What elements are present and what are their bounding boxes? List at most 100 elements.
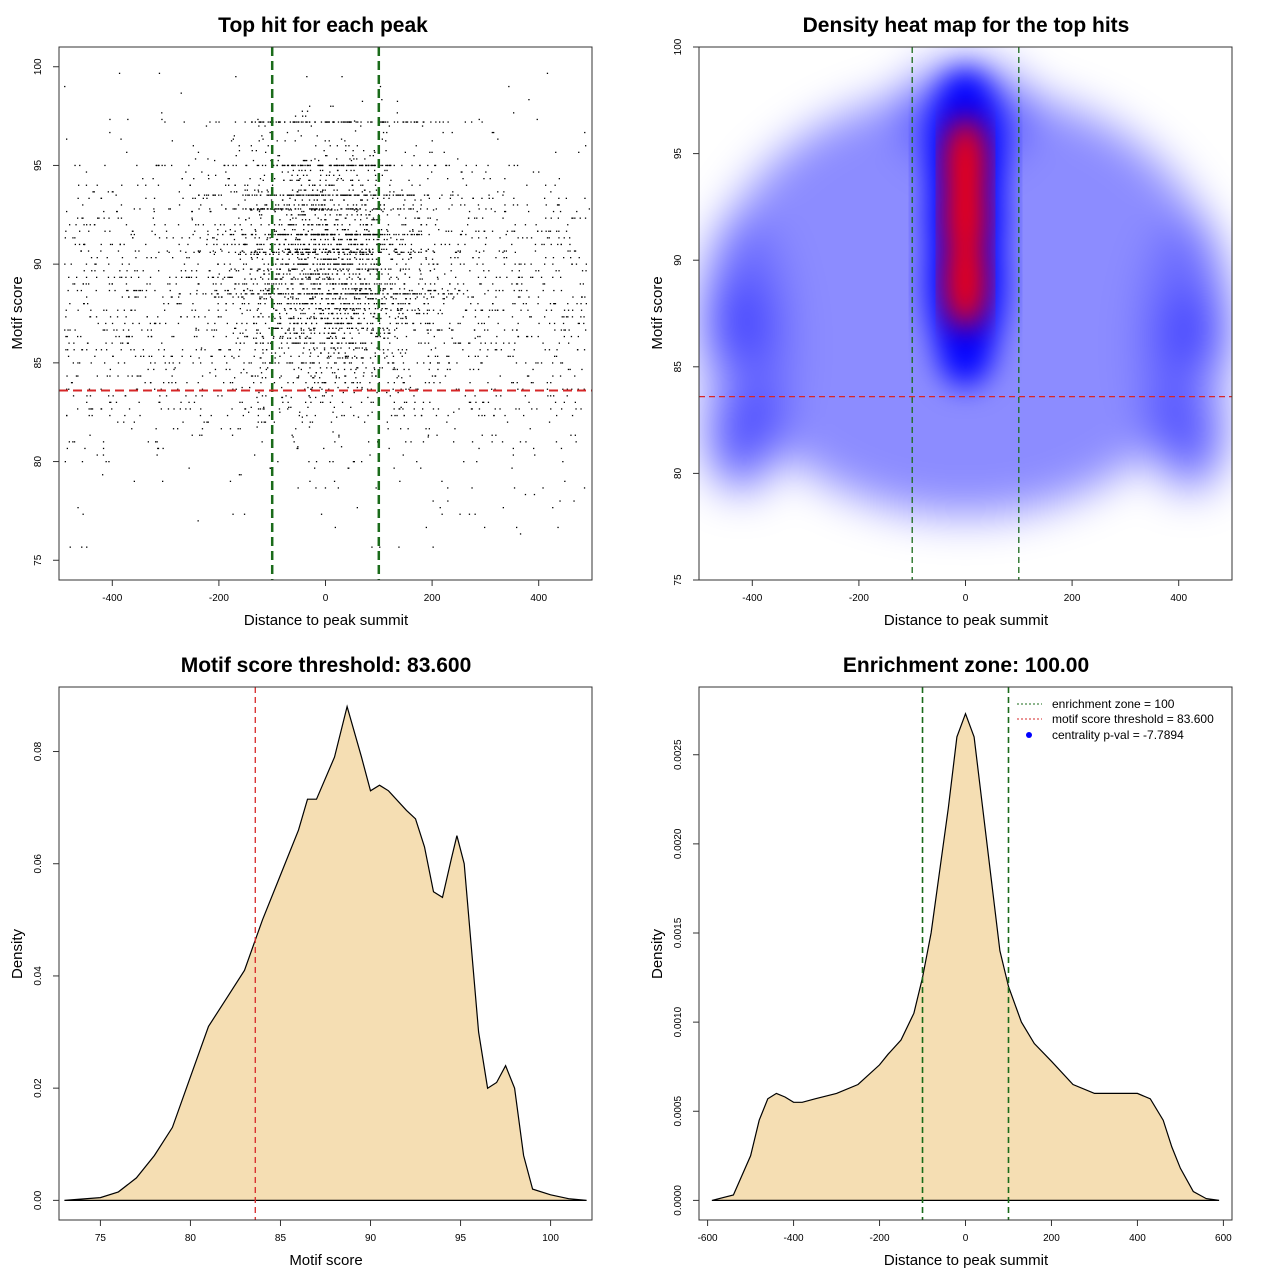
scatter-point bbox=[154, 289, 156, 292]
scatter-point bbox=[293, 316, 295, 318]
scatter-point bbox=[294, 115, 297, 117]
scatter-point bbox=[259, 357, 261, 359]
scatter-point bbox=[388, 447, 390, 450]
scatter-point bbox=[338, 251, 340, 253]
scatter-point bbox=[397, 349, 400, 351]
scatter-point bbox=[427, 329, 429, 331]
scatter-point bbox=[425, 258, 427, 260]
scatter-point bbox=[357, 367, 359, 369]
scatter-point bbox=[280, 293, 282, 295]
x-tick-label: 600 bbox=[1215, 1233, 1232, 1244]
scatter-point bbox=[72, 441, 74, 443]
scatter-point bbox=[292, 283, 294, 285]
scatter-point bbox=[397, 375, 400, 377]
scatter-point bbox=[239, 224, 241, 226]
scatter-point bbox=[209, 251, 211, 253]
scatter-point bbox=[259, 214, 261, 216]
scatter-point bbox=[538, 171, 540, 173]
scatter-point bbox=[334, 298, 337, 300]
scatter-point bbox=[525, 362, 527, 364]
scatter-point bbox=[310, 329, 312, 331]
scatter-point bbox=[575, 263, 578, 265]
scatter-point bbox=[72, 283, 74, 285]
scatter-point bbox=[103, 309, 105, 311]
scatter-point bbox=[198, 208, 200, 210]
scatter-point bbox=[81, 217, 83, 219]
scatter-point bbox=[64, 461, 66, 463]
scatter-point bbox=[221, 395, 223, 397]
scatter-point bbox=[256, 342, 258, 344]
scatter-point bbox=[131, 428, 133, 430]
scatter-point bbox=[352, 155, 354, 157]
scatter-point bbox=[157, 316, 159, 318]
scatter-point bbox=[342, 322, 345, 325]
scatter-point bbox=[358, 298, 360, 300]
scatter-point bbox=[375, 194, 377, 196]
scatter-point bbox=[537, 230, 539, 232]
scatter-point bbox=[66, 335, 68, 338]
scatter-point bbox=[392, 368, 394, 371]
scatter-point bbox=[215, 174, 217, 176]
scatter-point bbox=[417, 312, 419, 315]
scatter-point bbox=[414, 414, 416, 417]
scatter-point bbox=[344, 293, 347, 295]
scatter-point bbox=[88, 414, 90, 417]
scatter-point bbox=[155, 322, 157, 325]
scatter-point bbox=[321, 388, 323, 390]
scatter-point bbox=[340, 270, 342, 272]
scatter-point bbox=[279, 335, 282, 338]
scatter-point bbox=[75, 224, 77, 226]
scatter-point bbox=[324, 327, 326, 329]
scatter-point bbox=[397, 293, 399, 295]
scatter-point bbox=[273, 224, 276, 226]
scatter-point bbox=[285, 395, 287, 397]
scatter-point bbox=[387, 293, 389, 295]
scatter-point bbox=[298, 293, 301, 295]
scatter-point bbox=[307, 386, 309, 389]
scatter-point bbox=[500, 349, 502, 351]
scatter-point bbox=[324, 238, 326, 241]
scatter-point bbox=[376, 283, 378, 285]
scatter-point bbox=[330, 258, 332, 260]
scatter-point bbox=[105, 322, 107, 325]
scatter-point bbox=[336, 179, 338, 181]
scatter-point bbox=[279, 312, 281, 315]
scatter-point bbox=[439, 197, 441, 199]
scatter-point bbox=[329, 258, 331, 260]
scatter-point bbox=[367, 253, 369, 255]
scatter-point bbox=[441, 513, 443, 515]
scatter-point bbox=[346, 238, 348, 241]
scatter-point bbox=[280, 375, 282, 377]
scatter-point bbox=[162, 480, 164, 482]
scatter-point bbox=[363, 253, 365, 255]
scatter-point bbox=[321, 395, 324, 397]
scatter-point bbox=[420, 233, 423, 236]
scatter-point bbox=[333, 480, 336, 482]
scatter-point bbox=[444, 273, 446, 275]
scatter-point bbox=[292, 288, 294, 290]
scatter-point bbox=[363, 194, 365, 196]
scatter-point bbox=[341, 164, 343, 167]
scatter-point bbox=[282, 199, 284, 201]
scatter-point bbox=[415, 312, 418, 315]
scatter-point bbox=[291, 317, 293, 320]
scatter-point bbox=[249, 386, 251, 389]
scatter-point bbox=[311, 388, 313, 390]
scatter-point bbox=[495, 395, 497, 397]
scatter-point bbox=[333, 248, 335, 250]
scatter-point bbox=[348, 347, 350, 349]
scatter-point bbox=[359, 224, 361, 226]
scatter-point bbox=[78, 243, 81, 246]
scatter-point bbox=[307, 273, 309, 275]
scatter-point bbox=[374, 151, 376, 153]
scatter-point bbox=[388, 278, 391, 280]
scatter-point bbox=[299, 248, 301, 250]
scatter-point bbox=[440, 243, 442, 246]
scatter-point bbox=[223, 243, 225, 246]
scatter-point bbox=[422, 408, 424, 410]
scatter-point bbox=[303, 347, 305, 349]
scatter-point bbox=[217, 276, 219, 278]
scatter-point bbox=[281, 337, 284, 339]
scatter-point bbox=[265, 377, 267, 379]
scatter-point bbox=[296, 251, 298, 253]
